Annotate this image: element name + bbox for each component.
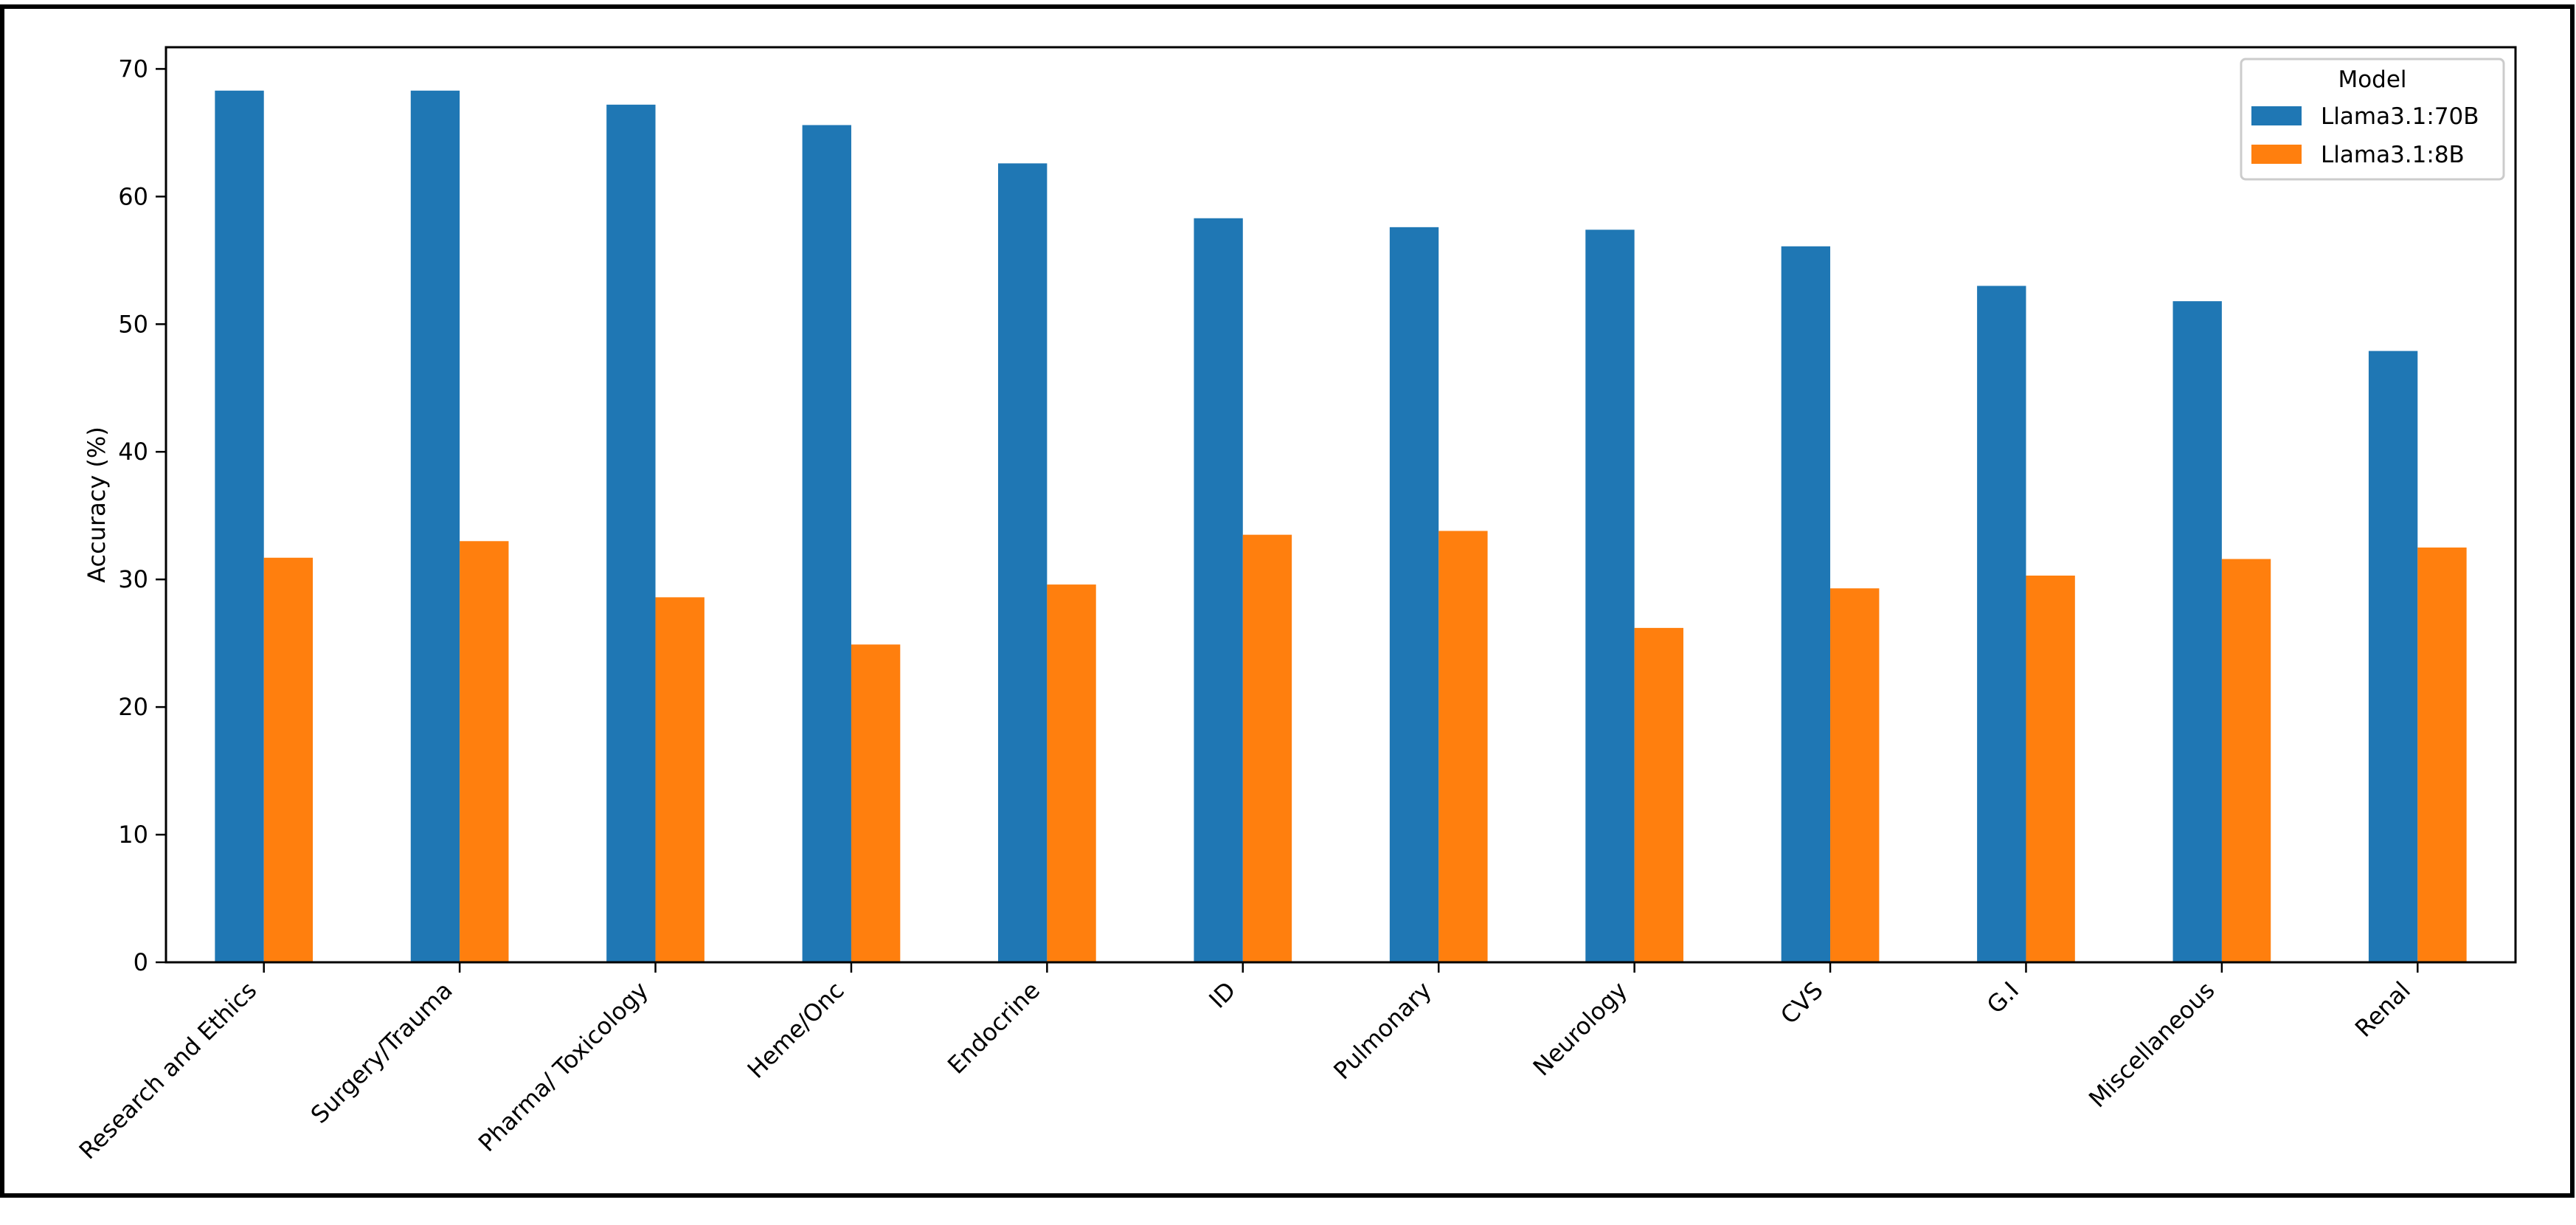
bar-llama3-1-8b-miscellaneous xyxy=(2221,559,2271,962)
bar-llama3-1-70b-miscellaneous xyxy=(2172,301,2222,962)
legend-label-llama-70b: Llama3.1:70B xyxy=(2321,103,2479,130)
bar-llama3-1-70b-neurology xyxy=(1585,230,1635,962)
y-tick-label: 30 xyxy=(118,565,148,593)
bar-llama3-1-70b-research-and-ethics xyxy=(215,90,264,963)
y-tick-label: 10 xyxy=(118,821,148,849)
plot-area-frame xyxy=(165,46,2517,964)
legend-box xyxy=(2240,58,2505,181)
y-tick-label: 50 xyxy=(118,310,148,338)
bar-llama3-1-8b-id xyxy=(1242,534,1292,962)
bar-llama3-1-70b-renal xyxy=(2368,351,2418,963)
y-tick-label: 20 xyxy=(118,693,148,721)
bars xyxy=(215,90,2467,963)
bar-llama3-1-70b-cvs xyxy=(1781,246,1831,963)
bar-llama3-1-8b-pharma-toxicology xyxy=(655,597,704,962)
y-axis-ticks: 0 10 20 30 40 50 60 70 xyxy=(118,55,166,976)
bar-llama3-1-70b-heme-onc xyxy=(802,125,851,962)
y-axis-label: Accuracy (%) xyxy=(83,427,111,583)
bar-llama3-1-8b-g-i xyxy=(2026,575,2075,962)
bar-llama3-1-70b-id xyxy=(1194,218,1243,962)
bar-llama3-1-8b-neurology xyxy=(1634,627,1683,962)
bar-llama3-1-8b-surgery-trauma xyxy=(460,541,509,962)
bar-llama3-1-8b-research-and-ethics xyxy=(263,557,314,962)
legend-title: Model xyxy=(2338,66,2406,93)
bar-llama3-1-70b-pulmonary xyxy=(1389,227,1439,962)
legend-swatch-llama-70b xyxy=(2251,106,2302,125)
bar-llama3-1-8b-pulmonary xyxy=(1438,531,1488,962)
bar-llama3-1-70b-g-i xyxy=(1977,286,2026,962)
bar-llama3-1-8b-heme-onc xyxy=(851,644,901,962)
legend-label-llama-8b: Llama3.1:8B xyxy=(2321,142,2465,168)
bar-llama3-1-8b-endocrine xyxy=(1047,584,1096,962)
legend: Model Llama3.1:70B Llama3.1:8B xyxy=(2240,58,2505,181)
y-tick-label: 0 xyxy=(134,948,148,976)
y-tick-label: 60 xyxy=(118,182,148,210)
legend-swatch-llama-8b xyxy=(2251,145,2302,164)
bar-llama3-1-70b-surgery-trauma xyxy=(410,90,460,963)
bar-llama3-1-8b-cvs xyxy=(1830,588,1880,962)
bar-llama3-1-70b-endocrine xyxy=(998,163,1048,963)
y-tick-label: 70 xyxy=(118,55,148,83)
bar-llama3-1-8b-renal xyxy=(2417,547,2467,962)
y-tick-label: 40 xyxy=(118,438,148,466)
bar-llama3-1-70b-pharma-toxicology xyxy=(606,104,656,963)
